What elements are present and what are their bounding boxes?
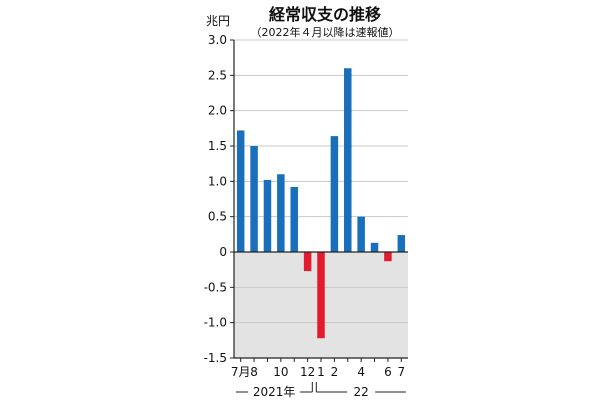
y-tick-label: -1.5 (204, 351, 227, 365)
y-tick-label: 2.5 (208, 68, 227, 82)
bar (384, 252, 392, 262)
y-tick-label: 2.0 (208, 104, 227, 118)
label-layer: 3.02.52.01.51.00.50-0.5-1.0-1.57月 8 10 12 1 2… (204, 33, 406, 399)
x-tick-label: 4 (357, 365, 365, 379)
y-tick-label: 1.0 (208, 174, 227, 188)
x-tick-label: 7月 (231, 365, 251, 379)
x-tick-label: 8 (250, 365, 258, 379)
x-tick-label: 10 (273, 365, 288, 379)
y-tick-label: 3.0 (208, 33, 227, 47)
x-tick-label: 6 (384, 365, 392, 379)
bar (290, 186, 298, 252)
x-tick-label: 2 (331, 365, 339, 379)
x-tick-label: 7 (397, 365, 405, 379)
bar (250, 146, 258, 252)
bar (370, 242, 379, 252)
bar (277, 174, 285, 252)
unit-label: 兆円 (206, 14, 230, 28)
y-tick-label: -0.5 (204, 280, 227, 294)
x-tick-label: 12 (300, 365, 315, 379)
bar (357, 216, 365, 252)
bar (236, 130, 245, 252)
y-tick-label: -1.0 (204, 316, 227, 330)
bar (330, 136, 339, 252)
chart-title: 経常収支の推移 (269, 5, 381, 24)
grid-layer (234, 39, 408, 324)
bar (303, 252, 312, 272)
y-tick-label: 0 (219, 245, 227, 259)
bar (397, 235, 406, 252)
chart-subtitle: （2022年４月以降は速報値） (251, 25, 400, 39)
bar (263, 179, 272, 252)
axis-layer (230, 39, 408, 393)
y-tick-label: 0.5 (208, 210, 227, 224)
year-label: 22 (354, 385, 369, 399)
bar (317, 252, 325, 339)
x-tick-label: 1 (317, 365, 325, 379)
year-label: 2021年 (253, 385, 296, 399)
bar (344, 68, 352, 253)
y-tick-label: 1.5 (208, 139, 227, 153)
bar-layer (236, 68, 406, 339)
